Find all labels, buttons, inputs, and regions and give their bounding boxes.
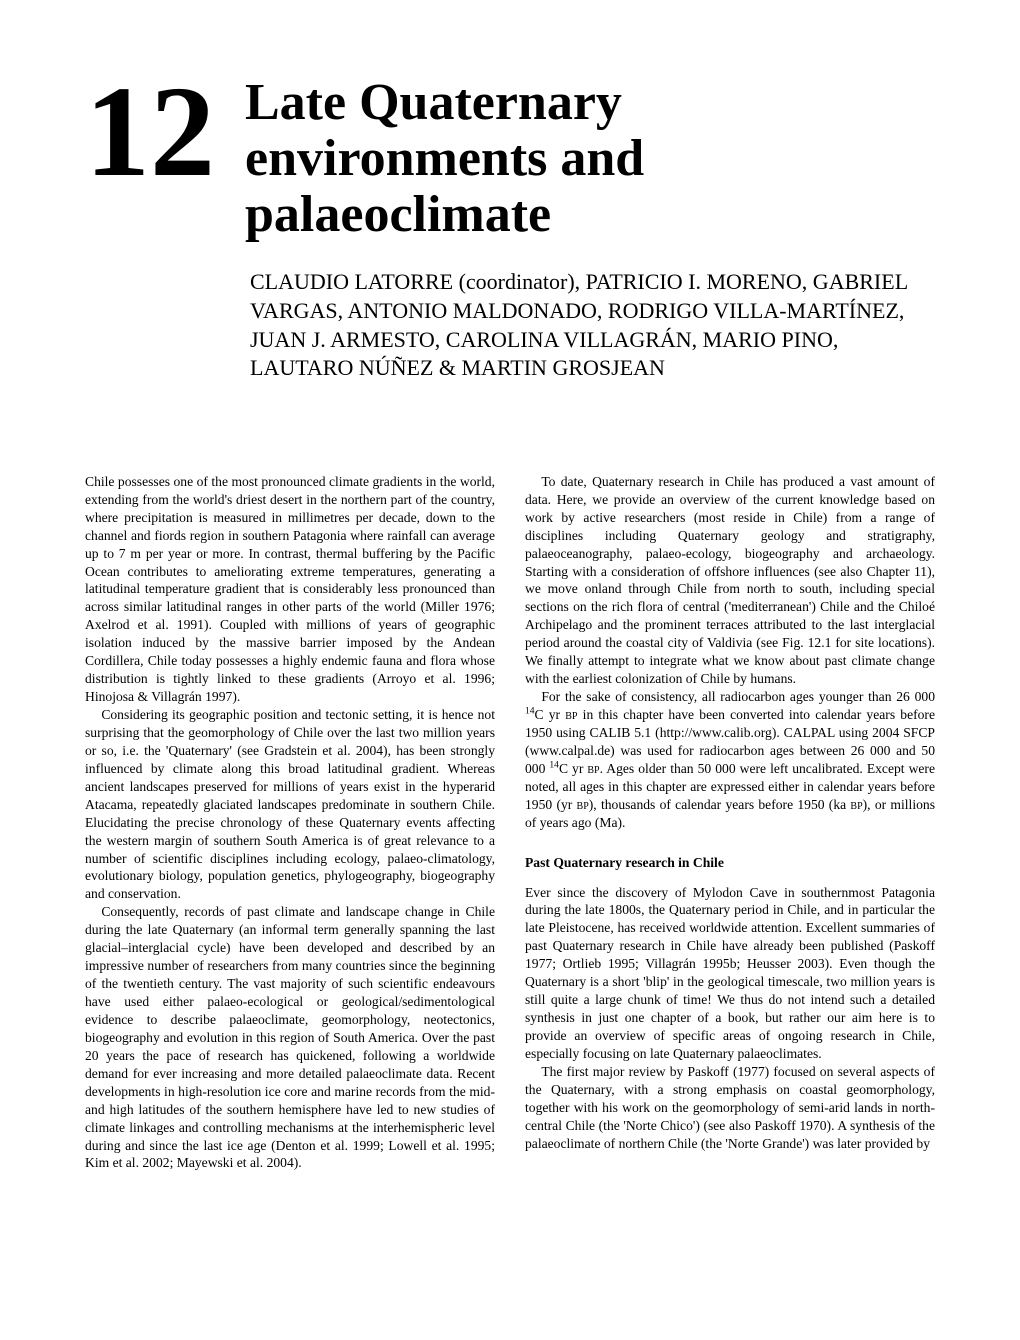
body-columns: Chile possesses one of the most pronounc… <box>85 473 935 1173</box>
chapter-header: 12 Late Quaternary environments and pala… <box>85 70 935 243</box>
right-column: To date, Quaternary research in Chile ha… <box>525 473 935 1173</box>
p2-sup2: 14 <box>549 760 559 770</box>
p2-text: C yr <box>535 707 566 722</box>
right-paragraph-3: Ever since the discovery of Mylodon Cave… <box>525 884 935 1063</box>
left-paragraph-2: Considering its geographic position and … <box>85 706 495 903</box>
right-paragraph-1: To date, Quaternary research in Chile ha… <box>525 473 935 688</box>
p2-sup1: 14 <box>525 707 535 717</box>
left-paragraph-1: Chile possesses one of the most pronounc… <box>85 473 495 706</box>
p2-bp: bp <box>577 797 589 812</box>
p2-bp: bp <box>850 797 862 812</box>
chapter-number: 12 <box>85 80 215 184</box>
right-paragraph-2: For the sake of consistency, all radioca… <box>525 688 935 832</box>
p2-text: For the sake of consistency, all radioca… <box>541 689 935 704</box>
section-heading-past-research: Past Quaternary research in Chile <box>525 854 935 872</box>
chapter-title: Late Quaternary environments and palaeoc… <box>245 75 644 243</box>
right-paragraph-4: The first major review by Paskoff (1977)… <box>525 1063 935 1153</box>
p2-bp: bp <box>587 761 599 776</box>
left-paragraph-3: Consequently, records of past climate an… <box>85 903 495 1172</box>
page-container: 12 Late Quaternary environments and pala… <box>0 0 1020 1222</box>
p2-text: ), thousands of calendar years before 19… <box>589 797 851 812</box>
title-line-3: palaeoclimate <box>245 186 551 243</box>
author-list: CLAUDIO LATORRE (coordinator), PATRICIO … <box>250 268 935 382</box>
left-column: Chile possesses one of the most pronounc… <box>85 473 495 1173</box>
p2-text: C yr <box>559 761 587 776</box>
title-line-1: Late Quaternary <box>245 74 622 131</box>
p2-bp: bp <box>565 707 577 722</box>
title-line-2: environments and <box>245 130 644 187</box>
